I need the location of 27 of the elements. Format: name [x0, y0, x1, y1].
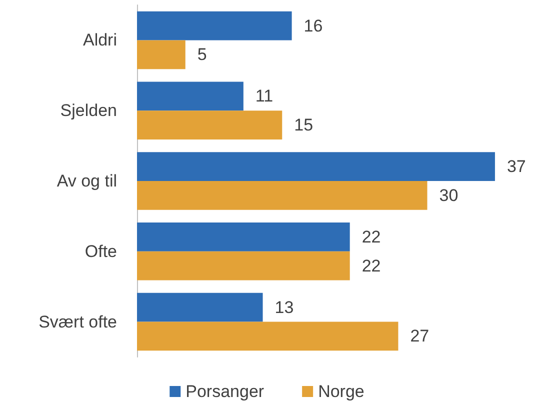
bar [137, 152, 495, 181]
y-tick-label: Sjelden [60, 101, 117, 120]
data-label: 15 [294, 116, 314, 135]
data-label: 5 [197, 45, 207, 64]
legend-label: Porsanger [186, 382, 264, 401]
y-tick-label: Svært ofte [38, 312, 117, 332]
bar [137, 322, 398, 351]
bar [137, 110, 282, 140]
data-label: 11 [255, 86, 274, 106]
data-label: 37 [506, 157, 526, 176]
bar [137, 222, 350, 252]
bar [137, 181, 428, 210]
data-label: 22 [362, 227, 381, 246]
data-label: 16 [304, 16, 323, 36]
data-label: 13 [274, 298, 294, 317]
bar [137, 251, 350, 280]
y-tick-label: Ofte [84, 242, 117, 261]
y-tick-label: Av og til [56, 172, 117, 190]
data-label: 30 [439, 186, 458, 205]
legend-label: Norge [318, 382, 364, 401]
bar [137, 11, 292, 40]
data-label: 22 [362, 256, 381, 276]
data-label: 27 [410, 326, 430, 346]
bar [137, 292, 263, 322]
bar [137, 40, 186, 70]
y-tick-label: Aldri [82, 30, 117, 50]
bar [137, 82, 244, 111]
